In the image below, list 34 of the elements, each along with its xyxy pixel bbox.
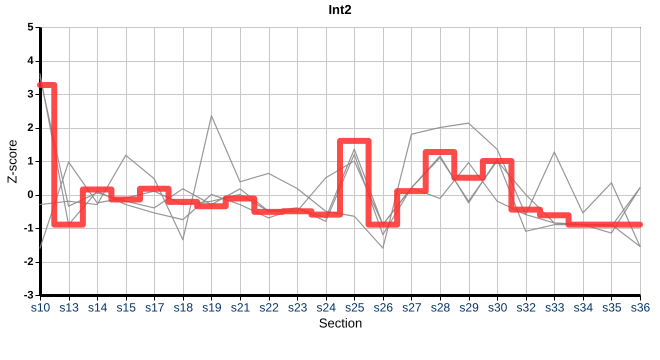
x-tick-label: s33 — [545, 300, 565, 314]
y-tick-label: -2 — [24, 256, 34, 268]
x-tick-label: s14 — [88, 300, 108, 314]
x-tick-label: s15 — [116, 300, 136, 314]
y-tick-label: 1 — [27, 156, 34, 168]
y-tick-label: 4 — [27, 55, 34, 67]
y-tick-label: 2 — [27, 122, 34, 134]
x-tick-label: s28 — [430, 300, 450, 314]
x-tick-label: s17 — [145, 300, 165, 314]
y-tick-label: -1 — [24, 222, 34, 234]
x-tick-label: s23 — [288, 300, 308, 314]
y-tick-label: -3 — [24, 290, 34, 302]
x-tick-label: s24 — [316, 300, 336, 314]
x-tick-label: s35 — [602, 300, 622, 314]
y-axis-title: Z-score — [4, 139, 20, 184]
x-tick-label: s22 — [259, 300, 280, 314]
x-tick-label: s18 — [174, 300, 194, 314]
x-tick-label: s36 — [630, 300, 650, 314]
chart-title: Int2 — [328, 2, 352, 17]
x-tick-label: s19 — [202, 300, 222, 314]
x-tick-label: s27 — [402, 300, 422, 314]
y-tick-label: 3 — [27, 88, 34, 100]
x-tick-label: s13 — [59, 300, 80, 314]
x-tick-label: s32 — [516, 300, 536, 314]
x-tick-label: s29 — [459, 300, 480, 314]
x-tick-label: s26 — [374, 300, 394, 314]
x-tick-label: s10 — [30, 300, 50, 314]
x-tick-label: s25 — [345, 300, 365, 314]
x-axis-title: Section — [318, 316, 362, 330]
x-tick-label: s30 — [488, 300, 508, 314]
x-tick-label: s34 — [574, 300, 594, 314]
x-tick-label: s21 — [230, 300, 250, 314]
y-tick-label: 5 — [27, 22, 34, 34]
y-tick-label: 0 — [27, 189, 34, 201]
